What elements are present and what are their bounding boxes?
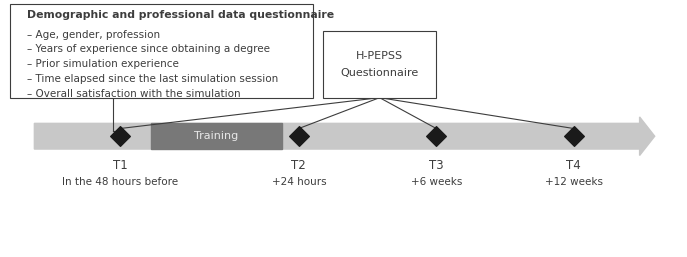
- Text: In the 48 hours before: In the 48 hours before: [62, 177, 179, 187]
- Text: Training: Training: [194, 131, 238, 141]
- Text: – Age, gender, profession: – Age, gender, profession: [27, 30, 161, 40]
- Text: T2: T2: [291, 159, 306, 172]
- Text: T4: T4: [566, 159, 581, 172]
- Text: – Overall satisfaction with the simulation: – Overall satisfaction with the simulati…: [27, 89, 241, 99]
- Text: +24 hours: +24 hours: [271, 177, 326, 187]
- FancyBboxPatch shape: [10, 4, 313, 98]
- Text: T3: T3: [429, 159, 444, 172]
- Text: H-PEPSS: H-PEPSS: [356, 51, 403, 61]
- Bar: [151, 123, 282, 149]
- Text: +12 weeks: +12 weeks: [545, 177, 602, 187]
- Point: [568, 134, 579, 138]
- Text: T1: T1: [113, 159, 128, 172]
- FancyBboxPatch shape: [323, 31, 436, 98]
- Point: [115, 134, 126, 138]
- Text: – Prior simulation experience: – Prior simulation experience: [27, 59, 179, 69]
- Text: – Time elapsed since the last simulation session: – Time elapsed since the last simulation…: [27, 74, 279, 84]
- Text: Demographic and professional data questionnaire: Demographic and professional data questi…: [27, 10, 335, 20]
- FancyArrow shape: [34, 117, 655, 155]
- Text: – Years of experience since obtaining a degree: – Years of experience since obtaining a …: [27, 44, 271, 54]
- Text: Questionnaire: Questionnaire: [341, 68, 418, 78]
- Text: +6 weeks: +6 weeks: [411, 177, 462, 187]
- Point: [431, 134, 442, 138]
- Point: [293, 134, 304, 138]
